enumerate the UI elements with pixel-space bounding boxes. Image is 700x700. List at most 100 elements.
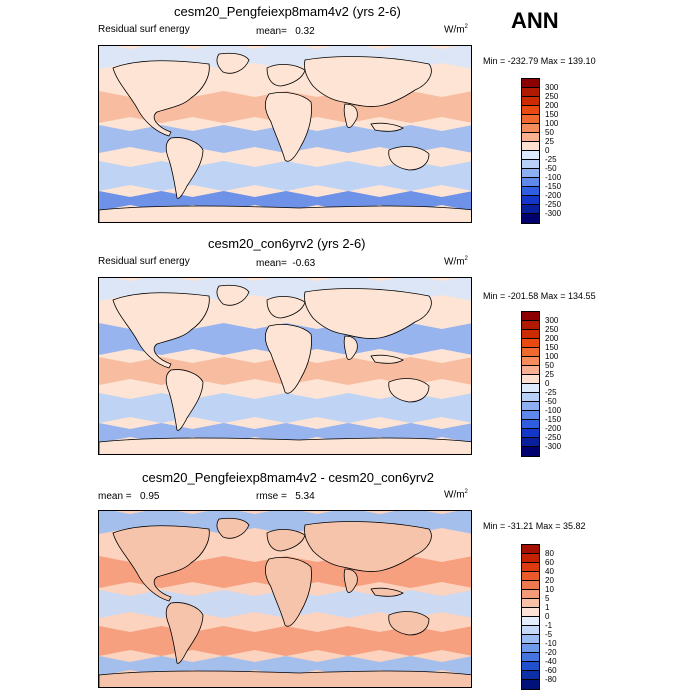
continent-outline bbox=[216, 52, 250, 74]
panel-1-minmax: Min = -232.79 Max = 139.10 bbox=[483, 56, 596, 66]
continent-outline bbox=[216, 517, 250, 539]
colorbar-swatch bbox=[522, 187, 539, 196]
colorbar-tick-label: 10 bbox=[545, 585, 554, 594]
panel-2-units-sup: 2 bbox=[464, 256, 468, 262]
continent-outline bbox=[99, 437, 471, 454]
colorbar-tick-label: -250 bbox=[545, 433, 562, 442]
panel-1-colorbar-labels: 300 250 200 150 100 50 25 0 -25 -50 -100 -150 -200 -2… bbox=[545, 83, 561, 218]
panel-3-colorbar-labels: 80 60 40 20 10 5 1 0 -1 -5 -10 -20 -40 -60 -80 bbox=[545, 549, 557, 684]
colorbar-tick-label: 200 bbox=[545, 334, 559, 343]
colorbar-tick-label: 5 bbox=[545, 594, 550, 603]
panel-3-rmse-value: 5.34 bbox=[295, 491, 315, 502]
colorbar-swatch bbox=[522, 151, 539, 160]
panel-2-map-svg bbox=[99, 278, 471, 454]
panel-3-minmax: Min = -31.21 Max = 35.82 bbox=[483, 521, 586, 531]
colorbar-tick-label: 100 bbox=[545, 352, 559, 361]
colorbar-swatch bbox=[522, 608, 539, 617]
continent-outline bbox=[266, 296, 306, 319]
continent-outline bbox=[165, 369, 204, 431]
continent-outline bbox=[388, 611, 430, 636]
field-band-southern-deep-cool bbox=[99, 423, 471, 443]
continent-outline bbox=[343, 335, 358, 360]
colorbar-tick-label: -200 bbox=[545, 424, 562, 433]
panel-3-rmse-label: rmse = bbox=[256, 491, 287, 502]
colorbar-tick-label: -25 bbox=[545, 388, 557, 397]
field-band-southern-deep-cool bbox=[99, 191, 471, 211]
continent-outline bbox=[112, 292, 210, 369]
panel-3-map bbox=[98, 510, 472, 688]
colorbar-swatch bbox=[522, 312, 539, 321]
colorbar-swatch bbox=[522, 680, 539, 689]
panel-2-variable: Residual surf energy bbox=[98, 256, 190, 267]
colorbar-tick-label: 0 bbox=[545, 146, 550, 155]
colorbar-swatch bbox=[522, 88, 539, 97]
colorbar-swatch bbox=[522, 402, 539, 411]
colorbar-tick-label: 80 bbox=[545, 549, 554, 558]
colorbar-swatch bbox=[522, 124, 539, 133]
panel-1-title: cesm20_Pengfeiexp8mam4v2 (yrs 2-6) bbox=[174, 4, 401, 19]
colorbar-swatch bbox=[522, 420, 539, 429]
colorbar-tick-label: -10 bbox=[545, 639, 557, 648]
panel-1-colorbar bbox=[521, 78, 540, 224]
panel-2-minmax: Min = -201.58 Max = 134.55 bbox=[483, 291, 596, 301]
colorbar-tick-label: -50 bbox=[545, 397, 557, 406]
colorbar-tick-label: 300 bbox=[545, 83, 559, 92]
panel-2-mean: mean= -0.63 bbox=[256, 258, 315, 269]
colorbar-tick-label: -200 bbox=[545, 191, 562, 200]
colorbar-tick-label: -100 bbox=[545, 406, 562, 415]
colorbar-tick-label: -5 bbox=[545, 630, 553, 639]
colorbar-tick-label: 25 bbox=[545, 137, 554, 146]
colorbar-tick-label: 300 bbox=[545, 316, 559, 325]
colorbar-swatch bbox=[522, 581, 539, 590]
panel-3-units: W/m2 bbox=[444, 489, 468, 500]
panel-3-mean: mean = 0.95 bbox=[98, 491, 159, 502]
colorbar-swatch bbox=[522, 366, 539, 375]
continent-outline bbox=[370, 587, 404, 597]
continent-outline bbox=[266, 529, 306, 552]
continent-outline bbox=[304, 56, 432, 107]
panel-1-mean-value: 0.32 bbox=[295, 26, 315, 37]
colorbar-tick-label: -300 bbox=[545, 442, 562, 451]
colorbar-tick-label: -60 bbox=[545, 666, 557, 675]
continent-outline bbox=[304, 521, 432, 572]
colorbar-swatch bbox=[522, 554, 539, 563]
colorbar-swatch bbox=[522, 214, 539, 223]
continent-outline bbox=[304, 288, 432, 339]
colorbar-swatch bbox=[522, 169, 539, 178]
colorbar-swatch bbox=[522, 321, 539, 330]
colorbar-tick-label: -50 bbox=[545, 164, 557, 173]
colorbar-tick-label: -40 bbox=[545, 657, 557, 666]
colorbar-tick-label: 150 bbox=[545, 343, 559, 352]
continent-outline bbox=[370, 354, 404, 364]
colorbar-tick-label: 150 bbox=[545, 110, 559, 119]
colorbar-swatch bbox=[522, 79, 539, 88]
colorbar-swatch bbox=[522, 590, 539, 599]
colorbar-swatch bbox=[522, 662, 539, 671]
colorbar-swatch bbox=[522, 97, 539, 106]
continent-outline bbox=[266, 64, 306, 87]
colorbar-swatch bbox=[522, 617, 539, 626]
continent-outline bbox=[370, 122, 404, 132]
continent-outline bbox=[112, 60, 210, 137]
continent-outline bbox=[99, 205, 471, 222]
colorbar-swatch bbox=[522, 357, 539, 366]
colorbar-swatch bbox=[522, 384, 539, 393]
panel-3-title: cesm20_Pengfeiexp8mam4v2 - cesm20_con6yr… bbox=[142, 470, 434, 485]
season-label: ANN bbox=[511, 8, 559, 33]
panel-3-map-svg bbox=[99, 511, 471, 687]
colorbar-swatch bbox=[522, 563, 539, 572]
panel-2-title: cesm20_con6yrv2 (yrs 2-6) bbox=[208, 236, 366, 251]
colorbar-tick-label: -1 bbox=[545, 621, 553, 630]
colorbar-swatch bbox=[522, 330, 539, 339]
panel-1-map-svg bbox=[99, 46, 471, 222]
panel-3-units-text: W/m bbox=[444, 489, 465, 501]
panel-1-units: W/m2 bbox=[444, 24, 468, 35]
continent-outline bbox=[99, 670, 471, 687]
colorbar-swatch bbox=[522, 572, 539, 581]
panel-2-colorbar bbox=[521, 311, 540, 457]
colorbar-swatch bbox=[522, 599, 539, 608]
colorbar-tick-label: 100 bbox=[545, 119, 559, 128]
colorbar-swatch bbox=[522, 626, 539, 635]
continent-outline bbox=[165, 602, 204, 664]
continent-outline bbox=[265, 557, 312, 627]
